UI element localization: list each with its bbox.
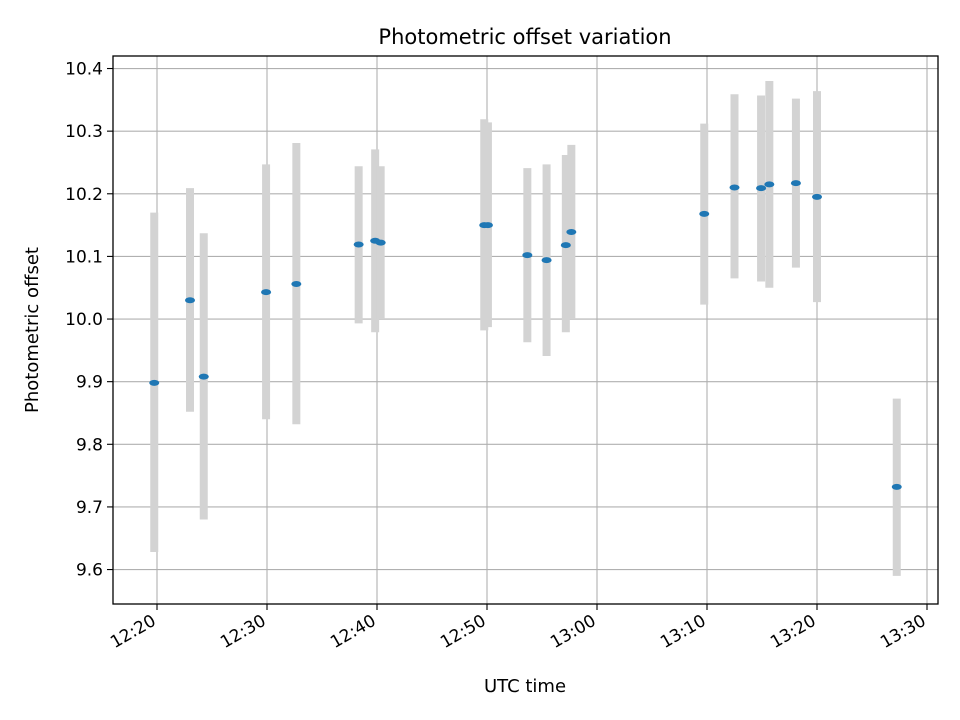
data-point xyxy=(522,252,533,259)
y-tick-label: 9.9 xyxy=(76,373,103,393)
data-point xyxy=(756,185,767,192)
x-tick-label: 13:30 xyxy=(877,611,929,653)
data-point xyxy=(729,184,740,191)
data-point xyxy=(482,222,493,229)
y-tick-label: 9.6 xyxy=(76,561,103,581)
data-point xyxy=(891,483,902,490)
y-tick-label: 10.0 xyxy=(65,310,103,330)
y-tick-label: 10.1 xyxy=(65,247,103,267)
chart-title: Photometric offset variation xyxy=(378,25,671,49)
x-tick-label: 13:00 xyxy=(547,611,599,653)
x-tick-label: 12:20 xyxy=(107,611,159,653)
plot-area-frame xyxy=(112,55,939,605)
y-tick-label: 10.3 xyxy=(65,122,103,142)
data-points xyxy=(149,180,902,490)
x-tick-label: 12:50 xyxy=(437,611,489,653)
data-point xyxy=(764,181,775,188)
data-point xyxy=(198,373,209,380)
x-tick-label: 13:20 xyxy=(767,611,819,653)
data-point xyxy=(790,180,801,187)
data-point xyxy=(149,379,160,386)
x-tick-label: 12:40 xyxy=(327,611,379,653)
error-bars xyxy=(150,81,901,576)
data-point xyxy=(560,242,571,249)
data-point xyxy=(353,241,364,248)
y-tick-label: 9.7 xyxy=(76,498,103,518)
y-tick-label: 10.2 xyxy=(65,185,103,205)
y-axis-label: Photometric offset xyxy=(22,247,43,413)
x-axis-label: UTC time xyxy=(484,676,566,697)
x-tick-label: 12:30 xyxy=(217,611,269,653)
data-point xyxy=(261,289,272,296)
data-point xyxy=(699,210,710,217)
data-point xyxy=(566,228,577,235)
data-point xyxy=(291,280,302,287)
data-point xyxy=(812,193,822,200)
y-tick-label: 9.8 xyxy=(76,435,103,455)
data-point xyxy=(185,297,195,304)
data-point xyxy=(541,257,552,264)
x-tick-label: 13:10 xyxy=(657,611,709,653)
y-tick-label: 10.4 xyxy=(65,60,103,80)
data-point xyxy=(375,239,386,246)
